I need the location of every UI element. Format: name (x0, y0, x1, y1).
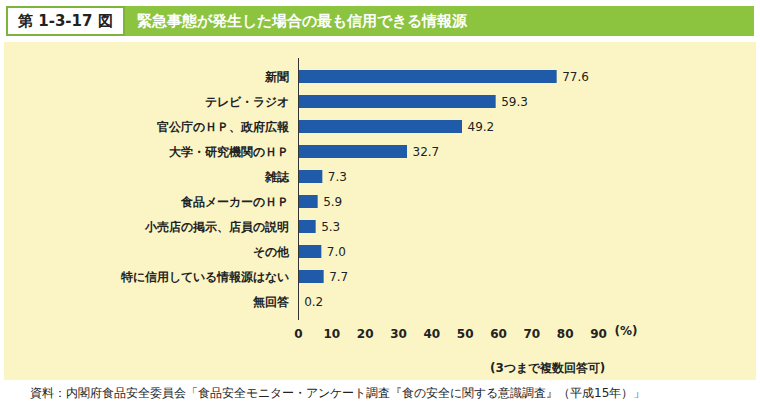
svg-text:90: 90 (590, 327, 607, 341)
html-text:(3つまで複数回答可): (3つまで複数回答可) (490, 361, 606, 375)
svg-text:50: 50 (457, 327, 474, 341)
svg-text:40: 40 (423, 327, 440, 341)
svg-text:特に信用している情報源はない: 特に信用している情報源はない (120, 270, 289, 284)
svg-text:80: 80 (557, 327, 574, 341)
svg-text:テレビ・ラジオ: テレビ・ラジオ (205, 95, 289, 109)
html-text:第 1-3-17 図: 第 1-3-17 図 (18, 11, 113, 30)
svg-text:70: 70 (523, 327, 540, 341)
svg-text:雑誌: 雑誌 (264, 170, 290, 184)
svg-text:77.6: 77.6 (562, 70, 589, 84)
svg-text:20: 20 (357, 327, 374, 341)
svg-text:0: 0 (294, 327, 302, 341)
svg-text:30: 30 (390, 327, 407, 341)
svg-text:無回答: 無回答 (252, 295, 290, 309)
svg-text:7.0: 7.0 (327, 245, 346, 259)
svg-text:大学・研究機関のＨＰ: 大学・研究機関のＨＰ (169, 145, 289, 159)
svg-text:小売店の掲示、店員の説明: 小売店の掲示、店員の説明 (144, 220, 289, 234)
svg-text:60: 60 (490, 327, 507, 341)
svg-text:10: 10 (323, 327, 340, 341)
svg-text:7.7: 7.7 (329, 270, 348, 284)
svg-text:5.3: 5.3 (321, 220, 340, 234)
svg-text:(%): (%) (615, 324, 638, 338)
svg-text:7.3: 7.3 (328, 170, 347, 184)
svg-text:49.2: 49.2 (468, 120, 495, 134)
svg-text:新聞: 新聞 (264, 70, 289, 84)
svg-text:食品メーカーのＨＰ: 食品メーカーのＨＰ (180, 195, 289, 209)
html-text:資料：内閣府食品安全委員会「食品安全モニター・アンケート調査: 資料：内閣府食品安全委員会「食品安全モニター・アンケート調査『食の安全に関する意… (30, 386, 646, 400)
html-text:緊急事態が発生した場合の最も信用できる情報源: 緊急事態が発生した場合の最も信用できる情報源 (136, 11, 467, 30)
svg-text:0.2: 0.2 (304, 295, 323, 309)
svg-text:5.9: 5.9 (323, 195, 342, 209)
svg-text:その他: その他 (253, 245, 290, 259)
svg-text:官公庁のＨＰ、政府広報: 官公庁のＨＰ、政府広報 (157, 120, 290, 134)
svg-text:59.3: 59.3 (501, 95, 528, 109)
svg-text:32.7: 32.7 (413, 145, 440, 159)
